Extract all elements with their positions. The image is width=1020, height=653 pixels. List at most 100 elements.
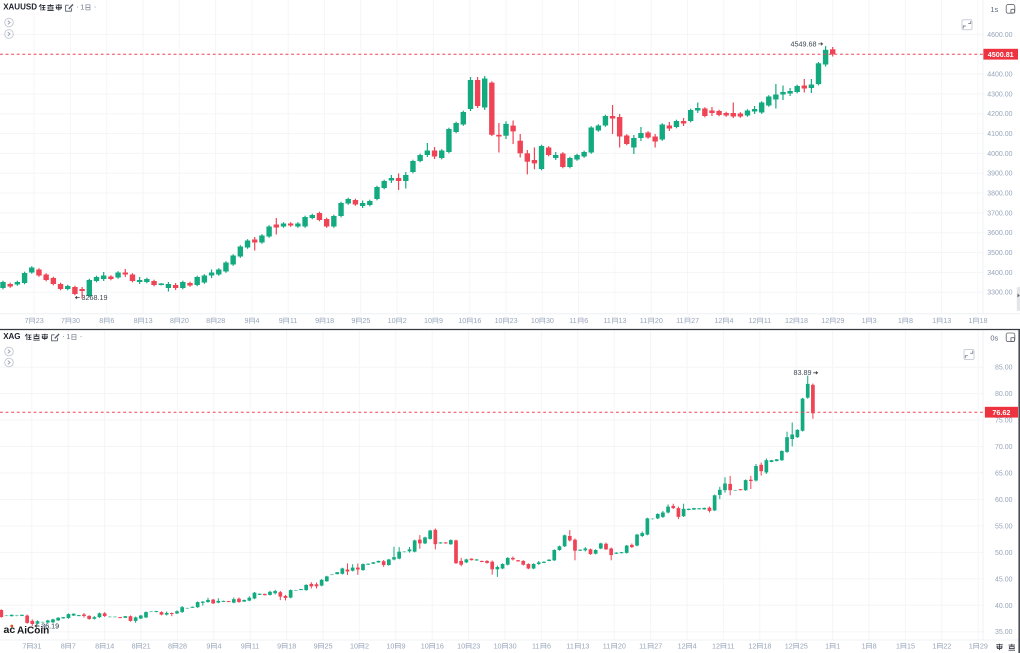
- svg-text:9: 9: [277, 642, 281, 651]
- svg-text:2: 2: [365, 642, 369, 651]
- svg-text:10: 10: [424, 316, 432, 325]
- svg-text:1: 1: [932, 642, 936, 651]
- svg-text:11: 11: [676, 316, 683, 325]
- svg-text:6: 6: [547, 642, 551, 651]
- svg-text:12: 12: [748, 642, 756, 651]
- svg-text:11: 11: [603, 642, 610, 651]
- svg-text:13: 13: [619, 316, 627, 325]
- svg-text:3600.00: 3600.00: [987, 230, 1012, 237]
- svg-text:·: ·: [94, 3, 97, 12]
- svg-text:1: 1: [862, 642, 866, 651]
- svg-text:9: 9: [315, 316, 319, 325]
- svg-text:31: 31: [33, 642, 41, 651]
- svg-text:4: 4: [256, 316, 260, 325]
- svg-text:35.00: 35.00: [995, 629, 1013, 636]
- svg-text:12: 12: [714, 316, 722, 325]
- svg-text:9: 9: [314, 642, 318, 651]
- svg-text:1: 1: [896, 642, 900, 651]
- svg-text:27: 27: [691, 316, 699, 325]
- svg-text:13: 13: [943, 316, 951, 325]
- svg-text:6: 6: [110, 316, 114, 325]
- svg-text:11: 11: [569, 316, 576, 325]
- svg-text:11: 11: [640, 316, 647, 325]
- svg-text:10: 10: [495, 316, 503, 325]
- svg-text:1: 1: [968, 316, 972, 325]
- svg-text:·: ·: [76, 3, 79, 12]
- svg-text:3300.00: 3300.00: [987, 290, 1012, 297]
- svg-text:1: 1: [862, 316, 866, 325]
- svg-text:29: 29: [980, 642, 988, 651]
- svg-text:8: 8: [909, 316, 913, 325]
- svg-text:8: 8: [132, 642, 136, 651]
- svg-text:12: 12: [712, 642, 720, 651]
- svg-text:10: 10: [531, 316, 539, 325]
- svg-text:3268.19: 3268.19: [82, 293, 108, 302]
- svg-text:20: 20: [655, 316, 663, 325]
- svg-text:6: 6: [584, 316, 588, 325]
- svg-text:8: 8: [170, 316, 174, 325]
- svg-text:18: 18: [980, 316, 988, 325]
- svg-text:4400.00: 4400.00: [987, 72, 1012, 79]
- svg-text:11: 11: [532, 642, 539, 651]
- svg-text:1: 1: [80, 3, 84, 12]
- svg-text:3400.00: 3400.00: [987, 270, 1012, 277]
- svg-text:4200.00: 4200.00: [987, 111, 1012, 118]
- svg-text:10: 10: [458, 316, 466, 325]
- svg-text:85.00: 85.00: [995, 365, 1013, 372]
- svg-text:9: 9: [439, 316, 443, 325]
- svg-text:27: 27: [654, 642, 662, 651]
- svg-text:1: 1: [66, 332, 70, 341]
- svg-text:8: 8: [99, 316, 103, 325]
- svg-text:4: 4: [729, 316, 733, 325]
- svg-text:11: 11: [639, 642, 646, 651]
- svg-text:4549.68: 4549.68: [791, 39, 817, 48]
- svg-text:9: 9: [351, 316, 355, 325]
- svg-text:11: 11: [603, 316, 610, 325]
- svg-text:83.89: 83.89: [794, 368, 812, 377]
- svg-text:10: 10: [457, 642, 465, 651]
- svg-text:9: 9: [244, 316, 248, 325]
- svg-text:1: 1: [898, 316, 902, 325]
- svg-text:70.00: 70.00: [995, 444, 1013, 451]
- svg-text:10: 10: [494, 642, 502, 651]
- svg-text:18: 18: [763, 642, 771, 651]
- svg-text:16: 16: [436, 642, 444, 651]
- svg-text:65.00: 65.00: [995, 471, 1013, 478]
- svg-text:8: 8: [873, 642, 877, 651]
- svg-text:11: 11: [764, 316, 771, 325]
- svg-text:28: 28: [217, 316, 225, 325]
- svg-text:1: 1: [932, 316, 936, 325]
- svg-text:11: 11: [290, 316, 297, 325]
- svg-text:7: 7: [25, 316, 29, 325]
- svg-text:1: 1: [836, 642, 840, 651]
- svg-text:18: 18: [288, 642, 296, 651]
- svg-text:4: 4: [217, 642, 221, 651]
- svg-text:8: 8: [134, 316, 138, 325]
- svg-text:10: 10: [386, 642, 394, 651]
- svg-text:7: 7: [72, 642, 76, 651]
- svg-text:AiCoin: AiCoin: [17, 625, 49, 636]
- svg-text:23: 23: [510, 316, 518, 325]
- svg-text:12: 12: [821, 316, 829, 325]
- svg-text:12: 12: [678, 642, 686, 651]
- svg-text:11: 11: [727, 642, 734, 651]
- svg-text:29: 29: [836, 316, 844, 325]
- svg-text:4300.00: 4300.00: [987, 91, 1012, 98]
- svg-text:8: 8: [206, 316, 210, 325]
- svg-text:XAG: XAG: [3, 332, 20, 341]
- svg-text:9: 9: [206, 642, 210, 651]
- svg-text:XAUUSD: XAUUSD: [3, 3, 37, 12]
- svg-text:20: 20: [181, 316, 189, 325]
- svg-text:14: 14: [106, 642, 114, 651]
- svg-text:60.00: 60.00: [995, 497, 1013, 504]
- svg-text:12: 12: [749, 316, 757, 325]
- svg-text:3500.00: 3500.00: [987, 250, 1012, 257]
- svg-text:3: 3: [873, 316, 877, 325]
- svg-text:55.00: 55.00: [995, 523, 1013, 530]
- svg-text:·: ·: [62, 332, 65, 341]
- svg-text:13: 13: [145, 316, 153, 325]
- svg-text:23: 23: [472, 642, 480, 651]
- svg-text:11: 11: [566, 642, 573, 651]
- svg-text:25: 25: [362, 316, 370, 325]
- svg-text:18: 18: [326, 316, 334, 325]
